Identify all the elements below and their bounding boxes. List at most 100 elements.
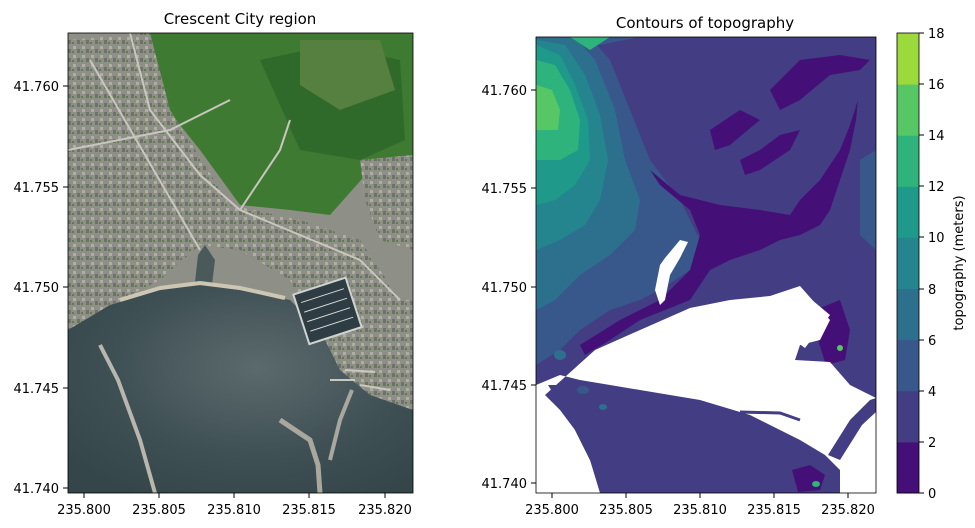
svg-text:41.745: 41.745 [14,382,60,397]
breakwater-east [828,398,876,460]
topography-x-tick: 235.800 [525,493,579,518]
colorbar-band [897,135,919,187]
svg-text:41.750: 41.750 [14,281,60,296]
svg-text:235.810: 235.810 [207,503,261,518]
topography-title: Contours of topography [616,14,794,32]
colorbar-tick: 16 [919,78,945,93]
colorbar-band [897,84,919,136]
svg-text:41.740: 41.740 [482,477,528,492]
svg-text:4: 4 [928,385,936,400]
contour-level-0-2-north-channel [770,55,870,110]
harbor-water [68,285,413,493]
topography-y-tick: 41.750 [482,281,536,296]
no-data-inner-harbor [655,240,688,305]
svg-text:18: 18 [928,27,945,42]
colorbar-band [897,390,919,443]
colorbar-tick: 4 [919,385,936,400]
colorbar-ticks: 0 2 4 6 8 10 1 [919,27,945,502]
satellite-image [68,33,413,493]
svg-text:235.800: 235.800 [525,503,579,518]
marina [292,276,363,346]
svg-text:235.815: 235.815 [282,503,336,518]
svg-text:41.760: 41.760 [482,84,528,99]
colorbar-band [897,288,919,341]
contour-level-0-2-harbor-shore [580,100,858,355]
colorbar-tick: 12 [919,180,945,195]
colorbar-tick: 18 [919,27,945,42]
svg-text:8: 8 [928,283,936,298]
satellite-x-tick: 235.820 [358,493,412,518]
marsh-area [300,40,395,110]
breakwater-west [548,385,615,493]
east-breakwater [328,389,354,461]
satellite-y-ticks: 41.740 41.745 41.750 41.755 41.760 [14,80,68,497]
colorbar-bands [897,33,919,494]
svg-text:235.805: 235.805 [599,503,653,518]
south-breakwater [278,417,323,493]
marina-peak [837,345,843,351]
contour-level-14-16 [536,85,560,130]
svg-text:14: 14 [928,129,945,144]
svg-text:235.805: 235.805 [132,503,186,518]
svg-text:235.820: 235.820 [821,503,875,518]
contour-level-0-2-creek [710,110,760,150]
svg-text:235.810: 235.810 [673,503,727,518]
svg-text:235.820: 235.820 [358,503,412,518]
topography-y-tick: 41.745 [482,379,536,394]
colorbar-tick: 14 [919,129,945,144]
colorbar-band [897,186,919,238]
colorbar-label: topography (meters) [952,195,967,330]
topography-x-tick: 235.820 [821,493,875,518]
topography-x-tick: 235.815 [747,493,801,518]
svg-text:16: 16 [928,78,945,93]
west-breakwater [98,344,157,493]
svg-text:235.800: 235.800 [57,503,111,518]
inner-harbor [195,245,215,285]
topography-y-tick: 41.760 [482,84,536,99]
colorbar-tick: 10 [919,231,945,246]
contour-level-4-6-east [860,150,876,250]
shore-peak-2 [577,386,589,394]
svg-text:41.755: 41.755 [482,182,528,197]
colorbar-tick: 8 [919,283,936,298]
colorbar-band [897,33,919,85]
topography-y-ticks: 41.740 41.745 41.750 41.755 41.760 [482,84,536,492]
svg-text:41.755: 41.755 [14,181,60,196]
svg-text:235.815: 235.815 [747,503,801,518]
svg-text:0: 0 [928,487,936,502]
breakwater-tip-peak [812,481,820,487]
satellite-title: Crescent City region [164,10,317,28]
topography-y-tick: 41.755 [482,182,536,197]
contour-level-0-2-inner [740,130,800,175]
svg-text:41.740: 41.740 [14,482,60,497]
no-data-marina [770,290,830,348]
colorbar-tick: 6 [919,334,936,349]
contour-plot [536,37,876,493]
colorbar-band [897,339,919,392]
satellite-y-tick: 41.755 [14,181,68,196]
satellite-y-tick: 41.750 [14,281,68,296]
satellite-x-tick: 235.815 [282,493,336,518]
satellite-x-ticks: 235.800 235.805 235.810 235.815 235.820 [57,493,412,518]
topography-y-tick: 41.740 [482,477,536,492]
satellite-y-tick: 41.745 [14,382,68,397]
satellite-x-tick: 235.805 [132,493,186,518]
east-town [360,155,413,250]
topography-x-ticks: 235.800 235.805 235.810 235.815 235.820 [525,493,875,518]
satellite-panel: Crescent City region [14,10,414,518]
colorbar-band [897,441,919,494]
satellite-y-tick: 41.740 [14,482,68,497]
svg-text:12: 12 [928,180,945,195]
satellite-x-tick: 235.800 [57,493,111,518]
colorbar-tick: 2 [919,436,936,451]
beach [119,280,286,302]
satellite-x-tick: 235.810 [207,493,261,518]
svg-text:10: 10 [928,231,945,246]
svg-text:41.745: 41.745 [482,379,528,394]
topography-x-tick: 235.805 [599,493,653,518]
svg-text:41.750: 41.750 [482,281,528,296]
colorbar-tick: 0 [919,487,936,502]
topography-panel: Contours of topography [482,14,877,518]
contour-level-12-14-north [570,37,610,50]
